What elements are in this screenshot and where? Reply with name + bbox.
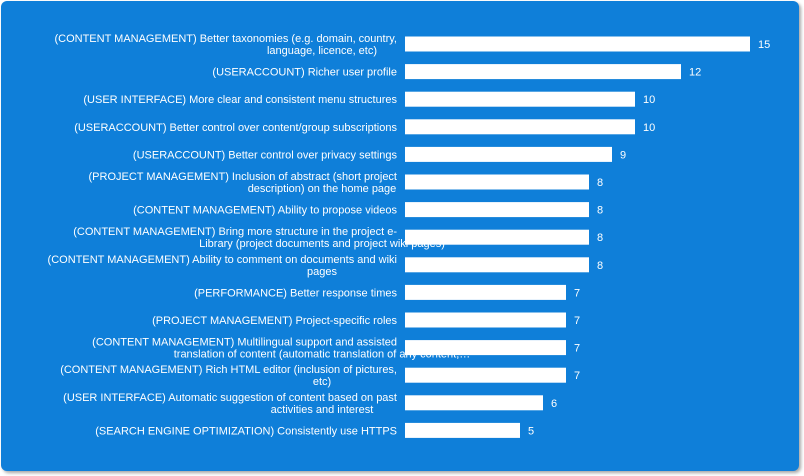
category-label-1: (USERACCOUNT) Richer user profile bbox=[212, 67, 397, 79]
value-label-1: 12 bbox=[689, 67, 701, 79]
value-label-13: 6 bbox=[551, 398, 557, 410]
bar-13 bbox=[405, 395, 543, 411]
category-label-10: (PROJECT MANAGEMENT) Project-specific ro… bbox=[152, 315, 397, 327]
value-label-6: 8 bbox=[597, 205, 603, 217]
value-label-5: 8 bbox=[597, 177, 603, 189]
category-label-14: (SEARCH ENGINE OPTIMIZATION) Consistentl… bbox=[95, 425, 397, 437]
value-label-8: 8 bbox=[597, 260, 603, 272]
bar-3 bbox=[405, 119, 635, 135]
bar-4 bbox=[405, 146, 612, 162]
category-label-4: (USERACCOUNT) Better control over privac… bbox=[133, 149, 398, 161]
bar-1 bbox=[405, 64, 681, 80]
category-label-12: (CONTENT MANAGEMENT) Rich HTML editor (i… bbox=[60, 364, 397, 388]
bar-8 bbox=[405, 257, 589, 273]
value-label-11: 7 bbox=[574, 343, 580, 355]
value-label-2: 10 bbox=[643, 94, 655, 106]
category-label-11: (CONTENT MANAGEMENT) Multilingual suppor… bbox=[92, 337, 470, 361]
category-label-13: (USER INTERFACE) Automatic suggestion of… bbox=[63, 392, 397, 416]
bar-12 bbox=[405, 367, 566, 383]
bar-0 bbox=[405, 36, 750, 52]
category-label-0: (CONTENT MANAGEMENT) Better taxonomies (… bbox=[54, 33, 397, 57]
bar-5 bbox=[405, 174, 589, 190]
category-label-5: (PROJECT MANAGEMENT) Inclusion of abstra… bbox=[89, 171, 398, 195]
value-label-10: 7 bbox=[574, 315, 580, 327]
value-label-14: 5 bbox=[528, 425, 534, 437]
bar-6 bbox=[405, 202, 589, 218]
bar-2 bbox=[405, 91, 635, 107]
category-label-6: (CONTENT MANAGEMENT) Ability to propose … bbox=[133, 205, 397, 217]
value-label-0: 15 bbox=[758, 39, 770, 51]
category-label-2: (USER INTERFACE) More clear and consiste… bbox=[83, 94, 397, 106]
category-label-8: (CONTENT MANAGEMENT) Ability to comment … bbox=[48, 254, 397, 278]
value-label-9: 7 bbox=[574, 287, 580, 299]
category-label-9: (PERFORMANCE) Better response times bbox=[194, 287, 397, 299]
bar-9 bbox=[405, 284, 566, 300]
bar-7 bbox=[405, 229, 589, 245]
bar-14 bbox=[405, 422, 520, 438]
value-label-4: 9 bbox=[620, 149, 626, 161]
category-label-7: (CONTENT MANAGEMENT) Bring more structur… bbox=[73, 226, 445, 250]
value-label-7: 8 bbox=[597, 232, 603, 244]
value-label-12: 7 bbox=[574, 370, 580, 382]
value-label-3: 10 bbox=[643, 122, 655, 134]
category-label-3: (USERACCOUNT) Better control over conten… bbox=[74, 122, 397, 134]
bar-11 bbox=[405, 340, 566, 356]
bar-10 bbox=[405, 312, 566, 328]
